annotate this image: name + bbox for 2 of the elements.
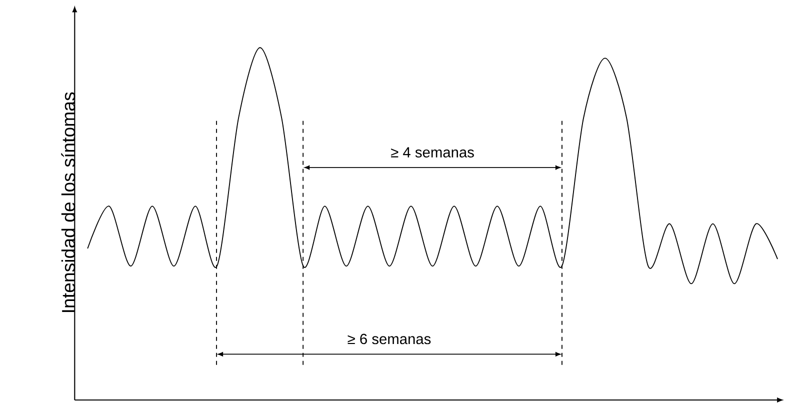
annotation: ≥ 6 semanas [348,334,431,344]
annotation: ≥ 4 semanas [391,147,474,158]
